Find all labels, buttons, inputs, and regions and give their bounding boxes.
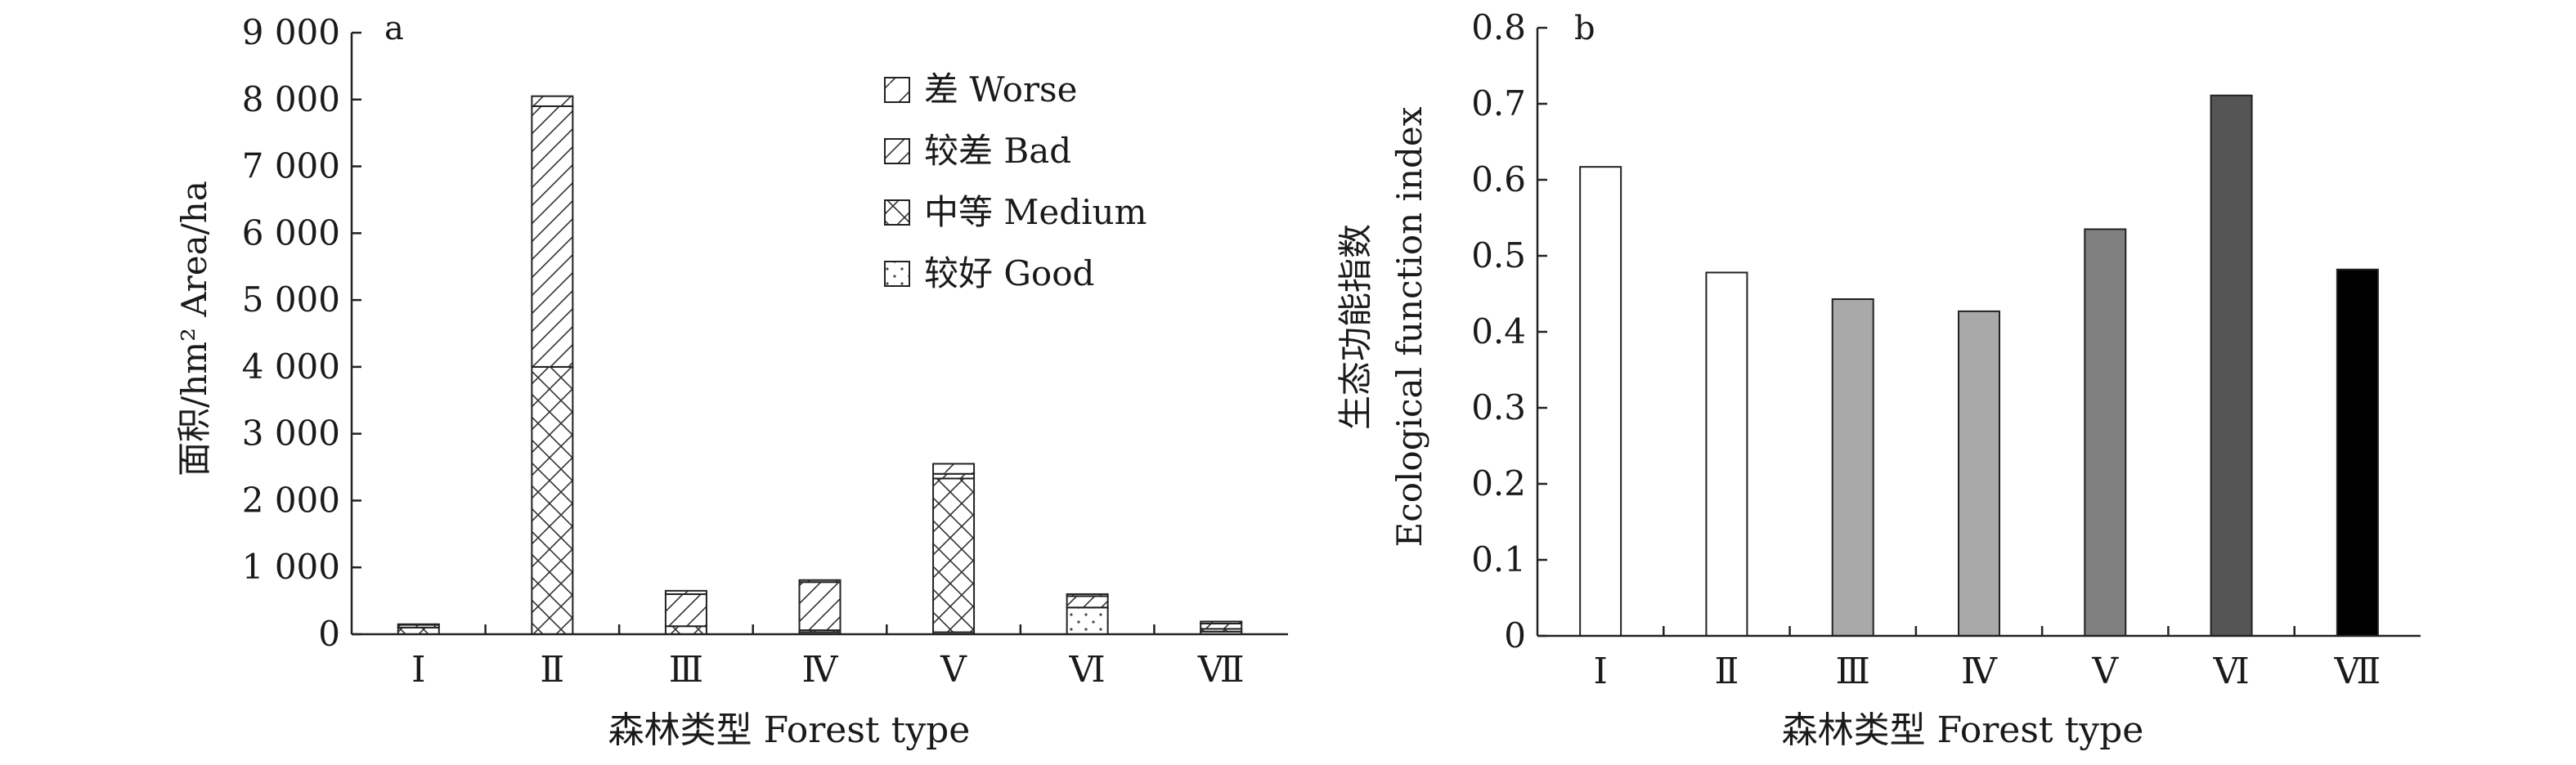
legend: 差 Worse 较差 Bad 中等 Medium 较好 Good <box>884 69 1147 293</box>
bar-segment-worse <box>397 623 440 626</box>
panel-a-x-tick-label: Ⅳ <box>802 649 839 691</box>
panel-a: a 面积/hm² Area/ha 0 1 000 2 000 3 000 4 000 5 … <box>174 10 1288 751</box>
bar <box>2084 228 2127 637</box>
panel-a-y-tick-label: 9 000 <box>242 12 340 52</box>
legend-item-worse: 差 Worse <box>884 69 1077 110</box>
bar-segment-bad <box>1066 595 1109 609</box>
panel-a-x-tick-label: Ⅵ <box>1069 649 1106 691</box>
panel-a-y-tick-label: 6 000 <box>242 212 340 253</box>
panel-a-y-tick-label: 5 000 <box>242 280 340 320</box>
panel-b-y-tick-label: 0.4 <box>1471 311 1526 351</box>
panel-a-y-tick-label: 8 000 <box>242 79 340 119</box>
panel-a-bars <box>397 95 1243 636</box>
panel-a-y-tick-label: 1 000 <box>242 547 340 587</box>
panel-a-y-axis-label: 面积/hm² Area/ha <box>174 181 214 476</box>
legend-swatch-worse <box>884 77 910 103</box>
panel-a-x-tick-label: Ⅰ <box>411 649 425 691</box>
panel-b-x-tick-label: Ⅴ <box>2091 651 2119 692</box>
legend-swatch-medium <box>884 199 910 226</box>
panel-a-y-tick-label: 3 000 <box>242 414 340 454</box>
panel-b-label: b <box>1574 10 1595 47</box>
panel-b-y-tick-label: 0.7 <box>1471 83 1526 123</box>
panel-b-x-tick-label: Ⅳ <box>1961 651 1998 692</box>
legend-label-good: 较好 Good <box>924 253 1094 293</box>
bar-segment-worse <box>664 589 707 595</box>
bar-segment-worse <box>531 95 574 107</box>
bar <box>2210 94 2253 637</box>
panel-b-y-tick-label: 0 <box>1504 615 1526 655</box>
legend-swatch-good <box>884 261 910 287</box>
bar-segment-medium <box>664 625 707 635</box>
panel-a-y-tick-label: 4 000 <box>242 347 340 387</box>
panel-b-x-tick-label: Ⅰ <box>1593 651 1607 692</box>
panel-a-y-tick-label: 7 000 <box>242 146 340 186</box>
bar-segment-worse <box>798 579 841 584</box>
panel-b-x-tick-label: Ⅵ <box>2212 651 2249 692</box>
panel-a-x-tick-label: Ⅴ <box>940 649 967 691</box>
bar-segment-medium <box>932 477 976 633</box>
bar-segment-bad <box>798 581 841 632</box>
bar-segment-medium <box>531 365 574 635</box>
panel-a-y-ticks: 0 1 000 2 000 3 000 4 000 5 000 6 000 7 000 8 00… <box>242 12 361 654</box>
panel-b-y-tick-label: 0.8 <box>1471 7 1526 47</box>
panel-a-x-tick-label: Ⅲ <box>669 649 703 691</box>
panel-b-y-tick-label: 0.6 <box>1471 159 1526 199</box>
legend-label-medium: 中等 Medium <box>924 192 1147 232</box>
panel-b-bars <box>1579 94 2379 637</box>
panel-b-x-axis-label: 森林类型 Forest type <box>1782 709 2144 751</box>
legend-item-medium: 中等 Medium <box>884 192 1147 232</box>
panel-b-y-tick-label: 0.5 <box>1471 235 1526 275</box>
panel-a-x-ticks: Ⅰ Ⅱ Ⅲ Ⅳ Ⅴ Ⅵ Ⅶ <box>411 624 1245 691</box>
bar-segment-bad <box>531 105 574 368</box>
panel-b-y-axis-label-cn: 生态功能指数 <box>1335 224 1376 430</box>
panel-a-x-tick-label: Ⅱ <box>540 649 564 691</box>
legend-item-good: 较好 Good <box>884 253 1094 293</box>
bar <box>2336 268 2379 637</box>
panel-b-y-tick-label: 0.1 <box>1471 539 1526 579</box>
bar <box>1705 271 1748 637</box>
bar-segment-good <box>1066 606 1109 635</box>
bar-segment-bad <box>664 593 707 628</box>
legend-item-bad: 较差 Bad <box>884 131 1071 171</box>
panel-a-y-tick-label: 2 000 <box>242 480 340 520</box>
legend-label-bad: 较差 Bad <box>924 131 1071 171</box>
panel-b-x-ticks: Ⅰ Ⅱ Ⅲ Ⅳ Ⅴ Ⅵ Ⅶ <box>1593 626 2381 692</box>
legend-swatch-bad <box>884 138 910 164</box>
panel-a-x-tick-label: Ⅶ <box>1197 649 1245 691</box>
bar-segment-worse <box>932 463 976 475</box>
panel-b-x-tick-label: Ⅱ <box>1714 651 1739 692</box>
bar <box>1958 310 2000 637</box>
bar <box>1579 166 1622 637</box>
bar-segment-worse <box>1200 620 1243 624</box>
panel-b-x-tick-label: Ⅶ <box>2333 651 2381 692</box>
bar <box>1831 298 1874 637</box>
panel-b-y-ticks: 0 0.1 0.2 0.3 0.4 0.5 0.6 0.7 0.8 <box>1471 7 1547 655</box>
panel-b-y-tick-label: 0.2 <box>1471 463 1526 503</box>
bar-segment-worse <box>1066 593 1109 597</box>
panel-b: b 生态功能指数 Ecological function index 00.10… <box>1335 7 2421 751</box>
legend-label-worse: 差 Worse <box>924 69 1077 110</box>
panel-b-y-axis-label-en: Ecological function index <box>1389 106 1429 547</box>
panel-b-x-tick-label: Ⅲ <box>1835 651 1869 692</box>
panel-a-label: a <box>384 10 404 47</box>
panel-a-y-tick-label: 0 <box>318 614 340 654</box>
panel-b-y-tick-label: 0.3 <box>1471 387 1526 427</box>
panel-a-x-axis-label: 森林类型 Forest type <box>608 709 971 751</box>
